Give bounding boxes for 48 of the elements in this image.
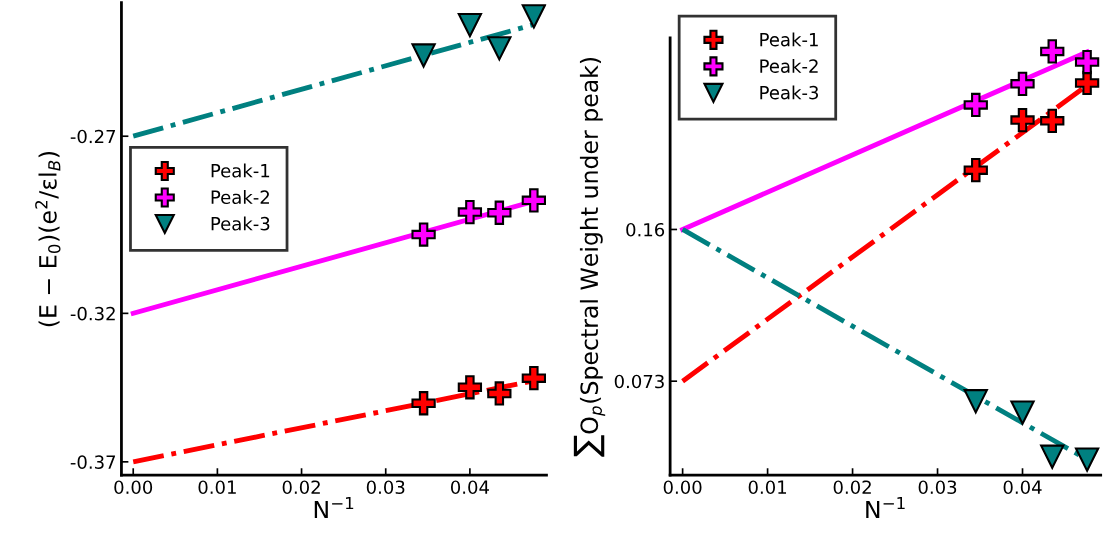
point bbox=[1074, 49, 1100, 75]
point bbox=[1010, 400, 1035, 425]
x-axis-title: N$^{−1}$ bbox=[314, 497, 354, 519]
point bbox=[521, 188, 547, 213]
point bbox=[457, 375, 483, 400]
x-tick-label: 0.00 bbox=[114, 480, 153, 495]
point bbox=[1040, 39, 1065, 64]
y-axis-title: ∑O$_{p}$(Spectral Weight under peak) bbox=[573, 57, 606, 457]
x-tick-label: 0.00 bbox=[663, 480, 702, 495]
point bbox=[521, 4, 547, 29]
point bbox=[521, 366, 547, 391]
legend-label: Peak-3 bbox=[760, 85, 819, 100]
y-tick-label: -0.32 bbox=[70, 306, 115, 321]
y-axis-title: (E − E$_{0}$)(e$^{2}$/εl$_{B}$) bbox=[35, 151, 61, 327]
legend-label: Peak-3 bbox=[211, 216, 270, 231]
x-tick-label: 0.03 bbox=[366, 480, 405, 495]
point bbox=[1010, 71, 1035, 96]
x-tick-label: 0.04 bbox=[1003, 480, 1042, 495]
point bbox=[963, 92, 988, 118]
point bbox=[487, 200, 512, 225]
y-tick-label: 0.073 bbox=[614, 374, 664, 389]
x-tick-label: 0.02 bbox=[282, 480, 320, 495]
point bbox=[963, 389, 988, 414]
x-tick-label: 0.01 bbox=[198, 480, 236, 495]
legend-label: Peak-2 bbox=[760, 58, 818, 73]
y-tick-label: -0.27 bbox=[70, 129, 116, 144]
x-tick-label: 0.03 bbox=[918, 480, 957, 495]
x-axis-title: N$^{−1}$ bbox=[866, 497, 905, 519]
point bbox=[487, 381, 512, 406]
x-tick-label: 0.02 bbox=[833, 480, 871, 495]
point bbox=[457, 13, 483, 38]
legend-label: Peak-1 bbox=[760, 32, 818, 47]
point bbox=[1040, 444, 1065, 469]
x-tick-label: 0.01 bbox=[748, 480, 787, 495]
legend-label: Peak-2 bbox=[211, 190, 269, 205]
point bbox=[411, 222, 436, 247]
x-tick-label: 0.04 bbox=[450, 480, 489, 495]
y-tick-label: 0.16 bbox=[626, 222, 665, 237]
legend-label: Peak-1 bbox=[211, 163, 270, 178]
point bbox=[1010, 107, 1035, 133]
point bbox=[457, 199, 483, 225]
point bbox=[411, 391, 436, 416]
point bbox=[963, 158, 988, 183]
point bbox=[411, 43, 436, 68]
point bbox=[1040, 108, 1065, 133]
y-tick-label: -0.37 bbox=[70, 455, 116, 469]
point bbox=[487, 36, 512, 61]
point bbox=[1074, 447, 1100, 472]
